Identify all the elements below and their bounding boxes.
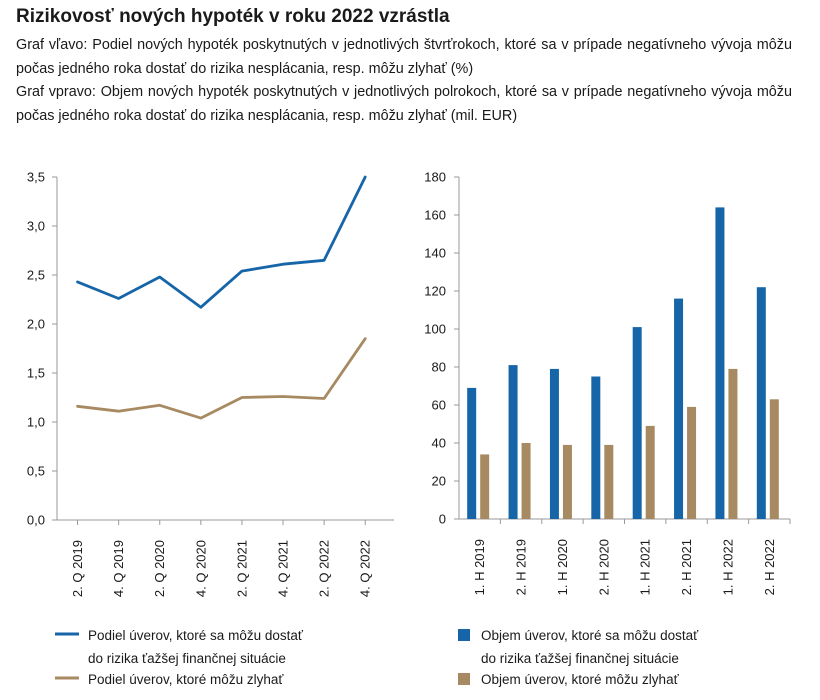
series-line-default: [76, 337, 367, 420]
bar-default: [562, 444, 572, 519]
left-chart-description: Graf vľavo: Podiel nových hypoték poskyt…: [16, 34, 792, 81]
bar-default: [480, 454, 490, 519]
legend-label-right-blue: Objem úverov, ktoré sa môžu dostať do ri…: [481, 624, 698, 670]
legend-label-left-blue: Podiel úverov, ktoré sa môžu dostať do r…: [88, 624, 303, 670]
bar-risk: [467, 387, 477, 519]
x-tick-label: 1. H 2021: [638, 539, 653, 595]
y-tick-label: 160: [424, 208, 446, 223]
right-chart-text: Objem nových hypoték poskytnutých v jedn…: [16, 84, 793, 124]
y-tick-label: 40: [432, 436, 446, 451]
x-tick-label: 2. Q 2022: [317, 540, 332, 597]
y-tick-label: 3,5: [27, 170, 45, 185]
y-tick-label: 0: [439, 512, 446, 527]
y-tick-label: 1,0: [27, 415, 45, 430]
page-title: Rizikovosť nových hypoték v roku 2022 vz…: [16, 6, 450, 27]
bar-risk: [632, 327, 642, 519]
legend-line-blue: [55, 632, 79, 636]
y-tick-label: 60: [432, 398, 446, 413]
right-chart-description: Graf vpravo: Objem nových hypoték poskyt…: [16, 81, 792, 128]
x-tick-label: 2. H 2019: [514, 539, 529, 595]
y-tick-label: 2,0: [27, 317, 45, 332]
y-tick-label: 180: [424, 170, 446, 185]
legend-line-1: Objem úverov, ktoré sa môžu dostať: [481, 628, 699, 643]
x-tick-label: 2. Q 2019: [70, 540, 85, 597]
bar-default: [521, 443, 531, 519]
y-tick-label: 80: [432, 360, 446, 375]
legend-swatch-blue: [458, 629, 470, 641]
bar-risk: [508, 365, 518, 519]
bar-default: [769, 399, 779, 519]
y-tick-label: 120: [424, 284, 446, 299]
chart-description: Graf vľavo: Podiel nových hypoték poskyt…: [16, 34, 792, 128]
legend-label-left-brown: Podiel úverov, ktoré môžu zlyhať: [88, 672, 284, 687]
bar-default: [604, 444, 614, 519]
y-tick-label: 140: [424, 246, 446, 261]
x-tick-label: 2. Q 2020: [152, 540, 167, 597]
x-tick-label: 2. H 2021: [679, 539, 694, 595]
y-tick-label: 3,0: [27, 219, 45, 234]
y-tick-label: 100: [424, 322, 446, 337]
y-tick-label: 20: [432, 474, 446, 489]
series-line-risk: [76, 175, 367, 309]
x-tick-label: 1. H 2019: [472, 539, 487, 595]
y-tick-label: 2,5: [27, 268, 45, 283]
x-tick-label: 1. H 2020: [555, 539, 570, 595]
y-tick-label: 0,5: [27, 464, 45, 479]
x-tick-label: 2. Q 2021: [234, 540, 249, 597]
x-tick-label: 4. Q 2019: [111, 540, 126, 597]
bar-risk: [549, 368, 559, 519]
legend-line-1: Podiel úverov, ktoré sa môžu dostať: [88, 628, 303, 643]
x-tick-label: 1. H 2022: [720, 539, 735, 595]
bar-default: [687, 406, 697, 519]
left-chart-text: Podiel nových hypoték poskytnutých v jed…: [16, 37, 792, 77]
bar-risk: [715, 207, 725, 519]
bar-risk: [756, 287, 766, 519]
legend-label-right-brown: Objem úverov, ktoré môžu zlyhať: [481, 672, 679, 687]
bar-risk: [591, 376, 601, 519]
x-tick-label: 2. H 2020: [596, 539, 611, 595]
legend-line-brown: [55, 676, 79, 680]
bar-default: [645, 425, 655, 519]
x-tick-label: 4. Q 2021: [276, 540, 291, 597]
x-tick-label: 4. Q 2022: [358, 540, 373, 597]
bar-default: [728, 368, 738, 519]
right-chart-prefix: Graf vpravo:: [16, 84, 96, 100]
x-tick-label: 4. Q 2020: [193, 540, 208, 597]
legend-swatch-brown: [458, 673, 470, 685]
y-tick-label: 1,5: [27, 366, 45, 381]
bar-risk: [674, 298, 684, 519]
y-tick-label: 0,0: [27, 513, 45, 528]
legend-line-2: do rizika ťažšej finančnej situácie: [88, 651, 286, 666]
x-tick-label: 2. H 2022: [762, 539, 777, 595]
left-chart-prefix: Graf vľavo:: [16, 37, 88, 53]
legend-line-2: do rizika ťažšej finančnej situácie: [481, 651, 679, 666]
